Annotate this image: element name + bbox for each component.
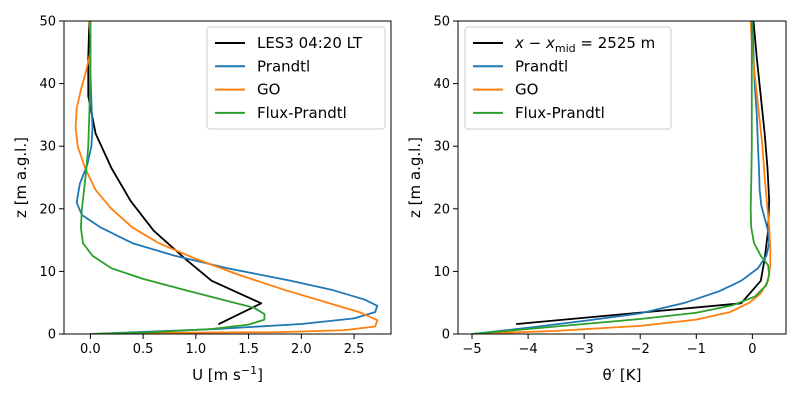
y-tick-label: 20: [433, 202, 450, 217]
chart-panel-0: 0.0 0.5 1.0 1.5 2.0 2.5 0 10 20 30 40 50 U [m s−1] z …: [12, 15, 392, 384]
y-tick-label: 0: [442, 328, 450, 343]
chart-panel-1: −5 −4 −3 −2 −1 0 0 10 20 30 40 50 θ′ [K] z [m a.g.l.]…: [406, 15, 787, 384]
x-tick-label: −1: [687, 342, 706, 357]
legend-box: [464, 26, 672, 130]
y-tick-label: 30: [433, 140, 450, 155]
plot-frame: [457, 20, 787, 335]
x-tick-label: 1.5: [238, 342, 259, 357]
x-axis-label: θ′ [K]: [603, 366, 642, 384]
legend-box: [206, 26, 386, 130]
y-tick-label: 50: [39, 15, 56, 30]
y-tick-label: 10: [39, 265, 56, 280]
plot-frame: [63, 20, 392, 335]
x-tick-label: −5: [462, 342, 481, 357]
series-line-go: [74, 21, 379, 334]
x-tick-label: 2.0: [291, 342, 312, 357]
legend-label: GO: [257, 81, 280, 99]
series-line-go: [471, 21, 772, 334]
x-tick-label: 0.0: [80, 342, 101, 357]
x-tick-label: 0: [748, 342, 756, 357]
legend: LES3 04:20 LT Prandtl GO Flux-Prandtl: [206, 26, 386, 130]
x-tick-label: 0.5: [133, 342, 154, 357]
y-tick-label: 30: [39, 140, 56, 155]
y-tick-label: 40: [39, 77, 56, 92]
x-tick-label: −2: [631, 342, 650, 357]
legend: x − xmid = 2525 m Prandtl GO Flux-Prandtl: [464, 26, 672, 130]
legend-label: GO: [515, 81, 538, 99]
y-tick-label: 50: [433, 15, 450, 30]
legend-label: LES3 04:20 LT: [257, 34, 363, 52]
legend-label: Prandtl: [257, 57, 310, 75]
legend-label: x − xmid = 2525 m: [514, 34, 655, 55]
series-line-flux-prandtl: [79, 21, 266, 334]
x-tick-label: 1.0: [186, 342, 207, 357]
y-tick-label: 20: [39, 202, 56, 217]
series-line-prandtl: [471, 21, 771, 334]
x-tick-label: 2.5: [344, 342, 365, 357]
x-tick-label: −3: [575, 342, 594, 357]
series-line-les3-04-20-lt: [87, 21, 263, 325]
series-line-les: [515, 21, 771, 325]
x-axis-label: U [m s−1]: [192, 364, 263, 384]
y-axis-label: z [m a.g.l.]: [406, 137, 424, 218]
y-tick-label: 40: [433, 77, 450, 92]
legend-label: Flux-Prandtl: [515, 104, 605, 122]
series-line-flux-prandtl: [471, 21, 771, 334]
y-axis-label: z [m a.g.l.]: [12, 137, 30, 218]
y-tick-label: 10: [433, 265, 450, 280]
x-tick-label: −4: [518, 342, 537, 357]
y-tick-label: 0: [48, 328, 56, 343]
legend-label: Prandtl: [515, 57, 568, 75]
legend-label: Flux-Prandtl: [257, 104, 347, 122]
